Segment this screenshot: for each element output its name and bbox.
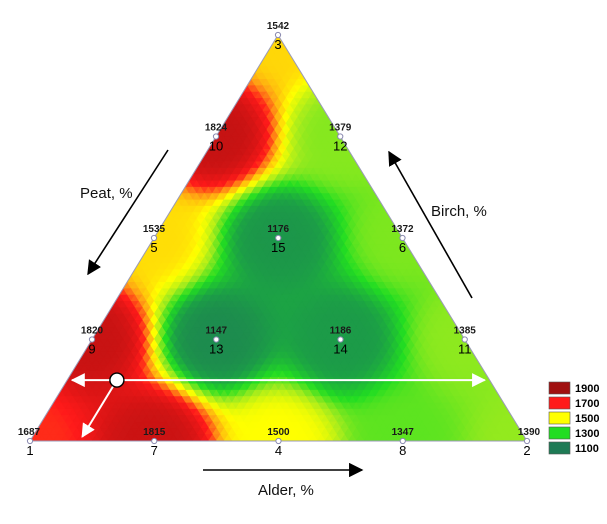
point-value-label: 1824 xyxy=(205,123,228,134)
contour-cell xyxy=(324,433,334,441)
contour-cell xyxy=(332,433,342,441)
birch-axis-label: Birch, % xyxy=(431,203,487,220)
contour-cell xyxy=(340,433,350,441)
contour-cell xyxy=(409,433,419,441)
point-value-label: 1542 xyxy=(267,21,290,32)
contour-cell xyxy=(479,433,489,441)
point-value-label: 1176 xyxy=(267,224,289,235)
point-value-label: 1385 xyxy=(454,326,477,337)
point-value-label: 1815 xyxy=(143,427,166,438)
point-id-label: 12 xyxy=(333,139,347,154)
point-id-label: 10 xyxy=(209,139,223,154)
point-id-label: 3 xyxy=(274,37,281,52)
point-id-label: 4 xyxy=(275,443,282,458)
legend-label: 1500 xyxy=(575,413,599,425)
point-id-label: 7 xyxy=(151,443,158,458)
point-id-label: 15 xyxy=(271,240,285,255)
point-value-label: 1535 xyxy=(143,224,166,235)
point-value-label: 1687 xyxy=(18,427,41,438)
point-value-label: 1379 xyxy=(329,123,352,134)
point-id-label: 1 xyxy=(26,443,33,458)
contour-cell xyxy=(355,433,365,441)
contour-cell xyxy=(456,433,466,441)
contour-cell xyxy=(417,433,427,441)
contour-cell xyxy=(503,433,513,441)
contour-cell xyxy=(495,433,505,441)
point-id-label: 9 xyxy=(88,342,95,357)
alder-axis-label: Alder, % xyxy=(258,482,314,499)
contour-cell xyxy=(433,433,443,441)
legend-label: 1300 xyxy=(575,428,599,440)
peat-axis-label: Peat, % xyxy=(80,185,133,202)
point-id-label: 11 xyxy=(458,342,472,357)
point-id-label: 8 xyxy=(399,443,406,458)
point-id-label: 5 xyxy=(150,240,157,255)
contour-cell xyxy=(425,433,435,441)
point-value-label: 1820 xyxy=(81,326,104,337)
point-value-label: 1390 xyxy=(518,427,541,438)
legend-label: 1100 xyxy=(575,443,599,455)
point-value-label: 1186 xyxy=(330,326,352,337)
contour-cell xyxy=(510,433,520,441)
point-value-label: 1372 xyxy=(391,224,414,235)
contour-cell xyxy=(472,433,482,441)
point-id-label: 13 xyxy=(209,342,223,357)
contour-cell xyxy=(464,433,474,441)
legend-swatch xyxy=(548,411,571,425)
point-id-label: 14 xyxy=(333,342,347,357)
legend-swatch xyxy=(548,441,571,455)
contour-field xyxy=(30,35,527,441)
contour-cell xyxy=(448,433,458,441)
legend-swatch xyxy=(548,426,571,440)
legend-label: 1700 xyxy=(575,398,599,410)
contour-cell xyxy=(386,433,396,441)
contour-cell xyxy=(378,433,388,441)
point-id-label: 2 xyxy=(523,443,530,458)
contour-cell xyxy=(371,433,381,441)
contour-cell xyxy=(487,433,497,441)
legend-swatch xyxy=(548,381,571,395)
contour-cell xyxy=(363,433,373,441)
legend: 1900 1700 1500 1300 1100 xyxy=(548,381,599,455)
point-value-label: 1500 xyxy=(267,427,290,438)
contour-cell xyxy=(347,433,357,441)
marker-point xyxy=(109,372,125,388)
legend-swatch xyxy=(548,396,571,410)
legend-label: 1900 xyxy=(575,383,599,395)
point-value-label: 1147 xyxy=(205,326,227,337)
contour-cell xyxy=(440,433,450,441)
point-id-label: 6 xyxy=(399,240,406,255)
point-value-label: 1347 xyxy=(392,427,415,438)
